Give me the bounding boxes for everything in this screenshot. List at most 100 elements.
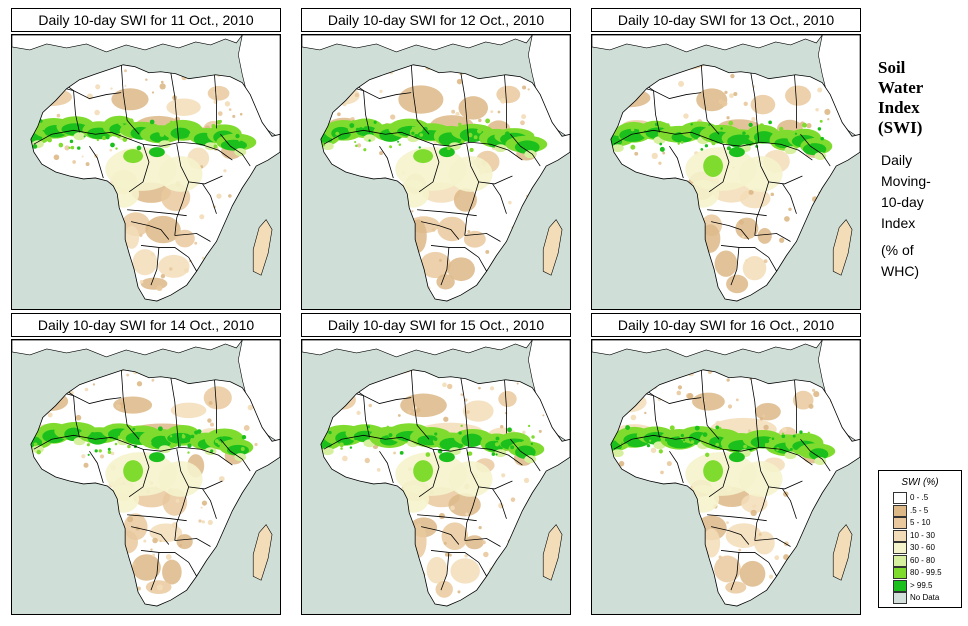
- wet-speck: [476, 128, 482, 134]
- wet-speck: [509, 128, 513, 131]
- wet-speck: [463, 440, 466, 443]
- country-border: [418, 449, 440, 498]
- wet-speck: [737, 140, 743, 145]
- dry-speck: [328, 554, 333, 560]
- wet-speck: [776, 133, 781, 138]
- dry-speck: [451, 109, 456, 114]
- dry-speck: [354, 183, 358, 187]
- wet-speck: [446, 146, 451, 151]
- dry-speck: [613, 541, 617, 546]
- dry-speck: [393, 513, 400, 520]
- moist-patch: [448, 156, 493, 192]
- dry-speck: [69, 231, 74, 236]
- map-panel: Daily 10-day SWI for 13 Oct., 2010: [591, 8, 861, 310]
- country-borders: [323, 369, 541, 591]
- dry-speck: [770, 192, 775, 197]
- moist-patch: [397, 484, 430, 513]
- wet-speck: [83, 135, 86, 138]
- dry-speck: [35, 108, 41, 114]
- wet-speck: [445, 434, 450, 439]
- wet-speck: [646, 444, 651, 448]
- wet-speck: [776, 449, 779, 452]
- dry-speck: [621, 64, 629, 68]
- dry-speck: [85, 162, 90, 167]
- wet-speck: [716, 428, 720, 432]
- dry-patch: [98, 194, 120, 210]
- wet-fringe: [494, 449, 507, 458]
- wet-speck: [118, 122, 122, 126]
- wet-speck: [680, 140, 684, 144]
- dry-speck: [756, 363, 759, 366]
- dry-speck: [84, 263, 91, 269]
- wet-speck: [235, 133, 240, 139]
- wet-speck: [411, 126, 415, 129]
- dry-speck: [748, 429, 751, 433]
- wet-speck: [210, 449, 214, 453]
- dry-speck: [137, 586, 141, 591]
- side-unit-line: WHC): [881, 263, 920, 279]
- wet-speck: [339, 442, 344, 448]
- wet-fringe: [814, 152, 827, 161]
- wet-speck: [659, 146, 665, 152]
- country-border: [669, 145, 684, 179]
- dry-patch: [757, 228, 772, 244]
- dry-speck: [329, 555, 335, 561]
- country-border: [707, 209, 767, 217]
- dry-speck: [160, 80, 164, 84]
- dry-speck: [99, 592, 106, 600]
- wet-speck: [94, 449, 98, 453]
- europe-land: [302, 340, 533, 358]
- dry-speck: [789, 582, 794, 588]
- legend-label: No Data: [910, 593, 940, 602]
- africa-coastline: [610, 369, 860, 607]
- dry-speck: [483, 551, 489, 558]
- dry-patch: [53, 369, 96, 384]
- dry-patch: [145, 215, 181, 244]
- dry-speck: [691, 509, 696, 514]
- dry-speck: [327, 71, 334, 77]
- country-border: [131, 221, 170, 240]
- country-border: [464, 233, 501, 242]
- country-border: [379, 145, 394, 179]
- dry-speck: [150, 252, 155, 257]
- dry-speck: [680, 492, 685, 497]
- dry-speck: [763, 424, 769, 431]
- dry-speck: [460, 393, 464, 397]
- legend: SWI (%) 0 - .5 .5 - 5 5 - 10 10 - 30 30 - 60…: [878, 470, 962, 608]
- wet-speck: [425, 452, 431, 457]
- wet-patch: [703, 155, 724, 177]
- madagascar-coastline: [542, 219, 563, 276]
- wet-fringe: [494, 144, 507, 153]
- side-subtitle-line: Daily: [881, 152, 913, 168]
- dry-speck: [183, 268, 189, 273]
- dry-speck: [721, 100, 728, 107]
- legend-swatch: [893, 579, 907, 592]
- dry-speck: [446, 369, 453, 376]
- wet-speck: [610, 123, 615, 128]
- dry-speck: [247, 404, 254, 411]
- wet-speck: [711, 140, 716, 146]
- wet-speck: [705, 452, 710, 457]
- dry-patch: [462, 400, 494, 422]
- wet-speck: [349, 123, 355, 128]
- dry-patch: [87, 64, 124, 66]
- dry-patch: [754, 531, 775, 555]
- wet-speck: [759, 123, 765, 129]
- dry-speck: [159, 83, 166, 90]
- dry-speck: [390, 114, 396, 120]
- map-svg: [12, 340, 280, 607]
- wet-fringe: [73, 132, 86, 141]
- wet-speck: [216, 127, 220, 131]
- dry-patch: [162, 559, 182, 585]
- dry-speck: [194, 241, 198, 245]
- dry-patch: [465, 535, 484, 550]
- country-border: [794, 379, 797, 434]
- country-border: [700, 64, 720, 135]
- dry-speck: [645, 242, 648, 245]
- country-border: [720, 550, 777, 577]
- dry-patch: [448, 493, 481, 517]
- dry-speck: [509, 263, 515, 269]
- side-subtitle-line: 10-day: [881, 194, 924, 210]
- dry-speck: [399, 188, 404, 193]
- map-svg: [302, 340, 570, 607]
